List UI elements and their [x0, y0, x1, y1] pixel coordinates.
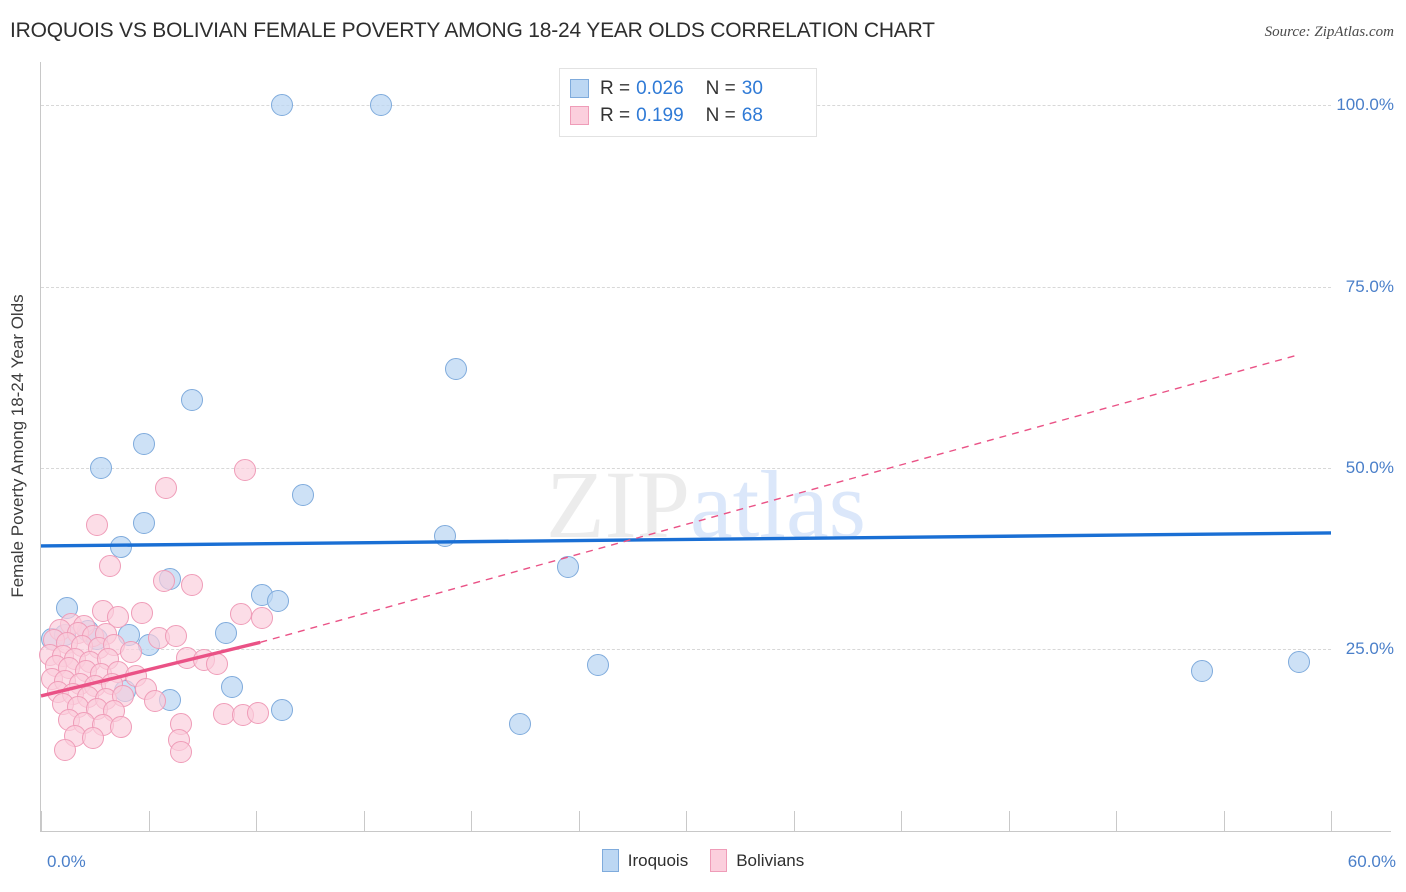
n-value-iroquois: 30 [741, 77, 763, 99]
x-axis-line [40, 831, 1391, 832]
x-axis-tick [686, 811, 687, 831]
r-value-iroquois: 0.026 [636, 77, 684, 99]
data-point-bolivians[interactable] [109, 716, 132, 739]
bolivians-swatch-icon [570, 106, 589, 125]
series-legend: Iroquois Bolivians [0, 849, 1406, 872]
x-axis-max-label: 60.0% [1347, 852, 1396, 871]
data-point-iroquois[interactable] [444, 358, 467, 381]
data-point-bolivians[interactable] [154, 477, 177, 500]
watermark: ZIPatlas [546, 457, 866, 553]
data-point-bolivians[interactable] [131, 601, 154, 624]
stats-row-iroquois: R = 0.026 N = 30 [570, 75, 806, 102]
data-point-bolivians[interactable] [85, 513, 108, 536]
r-value-bolivians: 0.199 [636, 104, 684, 126]
correlation-stats-box: R = 0.026 N = 30 R = 0.199 N = 68 [559, 68, 817, 137]
legend-label-bolivians: Bolivians [736, 850, 805, 870]
data-point-iroquois[interactable] [369, 94, 392, 117]
x-axis-tick [1008, 811, 1010, 831]
y-axis-tick-label: 100.0% [1336, 95, 1394, 115]
data-point-iroquois[interactable] [556, 555, 579, 578]
x-axis-tick [1223, 811, 1225, 831]
iroquois-swatch-icon [570, 79, 589, 98]
data-point-bolivians[interactable] [234, 458, 257, 481]
x-axis-tick [793, 811, 795, 831]
x-axis-tick [363, 811, 365, 831]
data-point-iroquois[interactable] [90, 456, 113, 479]
data-point-bolivians[interactable] [120, 640, 143, 663]
data-point-iroquois[interactable] [292, 484, 315, 507]
n-key-bolivians: N = [705, 104, 736, 126]
gridline [41, 648, 1331, 650]
data-point-iroquois[interactable] [509, 713, 532, 736]
x-axis-tick [1116, 811, 1117, 831]
x-axis-tick [148, 811, 150, 831]
y-axis-tick-label: 50.0% [1345, 457, 1394, 477]
data-point-bolivians[interactable] [98, 554, 121, 577]
data-point-iroquois[interactable] [133, 432, 156, 455]
data-point-iroquois[interactable] [270, 94, 293, 117]
data-point-iroquois[interactable] [133, 511, 156, 534]
data-point-bolivians[interactable] [165, 624, 188, 647]
data-point-bolivians[interactable] [229, 603, 252, 626]
data-point-bolivians[interactable] [180, 574, 203, 597]
x-axis-tick [901, 811, 902, 831]
data-point-bolivians[interactable] [206, 653, 229, 676]
legend-item-bolivians[interactable]: Bolivians [710, 849, 804, 872]
data-point-bolivians[interactable] [143, 690, 166, 713]
x-axis-tick [256, 811, 257, 831]
x-axis-tick [41, 811, 42, 831]
legend-item-iroquois[interactable]: Iroquois [601, 849, 689, 872]
n-value-bolivians: 68 [741, 104, 763, 126]
y-axis-line [40, 62, 41, 832]
data-point-iroquois[interactable] [221, 676, 244, 699]
iroquois-legend-chip-icon [601, 849, 619, 872]
data-point-bolivians[interactable] [251, 606, 274, 629]
data-point-bolivians[interactable] [152, 570, 175, 593]
data-point-iroquois[interactable] [1287, 650, 1310, 673]
data-point-bolivians[interactable] [169, 740, 192, 763]
data-point-iroquois[interactable] [266, 590, 289, 613]
bolivians-legend-chip-icon [710, 849, 728, 872]
gridline [41, 286, 1331, 288]
y-axis-tick-label: 25.0% [1345, 638, 1394, 658]
data-point-iroquois[interactable] [586, 653, 609, 676]
page-title: IROQUOIS VS BOLIVIAN FEMALE POVERTY AMON… [10, 19, 935, 42]
n-key-iroquois: N = [705, 77, 736, 99]
x-axis-tick [1331, 811, 1332, 831]
data-point-iroquois[interactable] [270, 698, 293, 721]
r-key-bolivians: R = [600, 104, 631, 126]
data-point-iroquois[interactable] [1191, 660, 1213, 683]
x-axis-tick [578, 811, 580, 831]
x-axis-min-label: 0.0% [47, 852, 86, 871]
data-point-bolivians[interactable] [81, 726, 104, 749]
y-axis-title: Female Poverty Among 18-24 Year Olds [8, 294, 27, 598]
plot-area: ZIPatlas [38, 62, 1331, 830]
data-point-iroquois[interactable] [214, 621, 237, 644]
data-point-iroquois[interactable] [434, 524, 457, 547]
data-point-bolivians[interactable] [247, 701, 270, 724]
stats-row-bolivians: R = 0.199 N = 68 [570, 102, 806, 129]
data-point-bolivians[interactable] [53, 739, 76, 762]
data-point-bolivians[interactable] [107, 605, 130, 628]
r-key-iroquois: R = [600, 77, 631, 99]
data-point-iroquois[interactable] [180, 389, 203, 412]
y-axis-tick-label: 75.0% [1345, 276, 1394, 296]
source-label: Source: ZipAtlas.com [1264, 24, 1394, 40]
legend-label-iroquois: Iroquois [627, 850, 689, 870]
x-axis-tick [471, 811, 472, 831]
